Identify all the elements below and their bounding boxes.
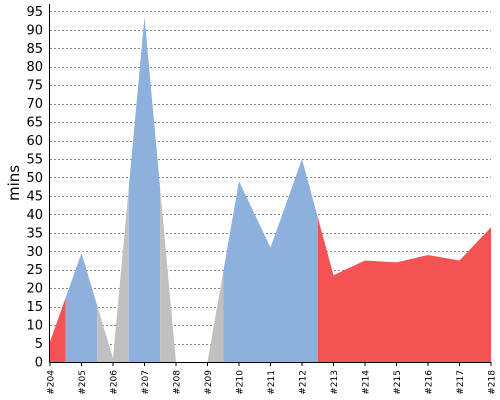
y-tick-label: 0 xyxy=(35,356,43,371)
area-segment-aborted xyxy=(97,187,129,362)
area-segment-failed xyxy=(50,297,66,362)
x-tick-label: #208 xyxy=(173,370,183,395)
y-tick-label: 45 xyxy=(26,189,43,204)
y-tick-label: 55 xyxy=(26,153,43,168)
x-tick-label: #215 xyxy=(393,370,403,395)
y-tick-label: 5 xyxy=(35,337,43,352)
area-segment-success xyxy=(128,16,161,362)
y-tick-label: 85 xyxy=(26,42,43,57)
area-segment-success xyxy=(65,253,98,362)
x-tick-label: #210 xyxy=(236,370,246,395)
y-tick-label: 35 xyxy=(26,226,43,241)
x-axis-ticks: #204 #205 #206 #207 #208 #209 #210 #211 #212 #213… xyxy=(47,362,498,395)
x-tick-label: #217 xyxy=(456,370,466,395)
y-tick-label: 65 xyxy=(26,116,43,131)
x-tick-label: #205 xyxy=(78,370,88,395)
area-segment-success xyxy=(223,159,318,362)
y-tick-label: 30 xyxy=(26,245,43,260)
x-tick-label: #218 xyxy=(488,370,498,395)
x-tick-label: #207 xyxy=(141,370,151,395)
area-segment-failed xyxy=(317,217,491,362)
x-tick-label: #204 xyxy=(47,370,57,395)
x-tick-label: #211 xyxy=(267,370,277,395)
x-tick-label: #213 xyxy=(330,370,340,395)
y-tick-label: 10 xyxy=(26,319,43,334)
y-tick-label: 75 xyxy=(26,79,43,94)
y-tick-label: 25 xyxy=(26,263,43,278)
x-tick-label: #216 xyxy=(425,370,435,395)
y-tick-label: 40 xyxy=(26,208,43,223)
x-tick-label: #214 xyxy=(362,370,372,395)
y-tick-label: 90 xyxy=(26,23,43,38)
y-tick-label: 20 xyxy=(26,282,43,297)
x-tick-label: #212 xyxy=(299,370,309,395)
y-axis-ticks: 0 5 10 15 20 25 30 35 40 45 50 55 60 65 70 75 80 85 90 95 xyxy=(26,5,43,371)
y-tick-label: 80 xyxy=(26,60,43,75)
x-tick-label: #206 xyxy=(110,370,120,395)
series-areas xyxy=(50,16,491,362)
y-axis-label: mins xyxy=(5,165,23,201)
y-tick-label: 50 xyxy=(26,171,43,186)
y-tick-label: 70 xyxy=(26,97,43,112)
area-segment-aborted xyxy=(160,189,224,362)
y-tick-label: 95 xyxy=(26,5,43,20)
y-tick-label: 60 xyxy=(26,134,43,149)
y-tick-label: 15 xyxy=(26,300,43,315)
x-tick-label: #209 xyxy=(204,370,214,395)
